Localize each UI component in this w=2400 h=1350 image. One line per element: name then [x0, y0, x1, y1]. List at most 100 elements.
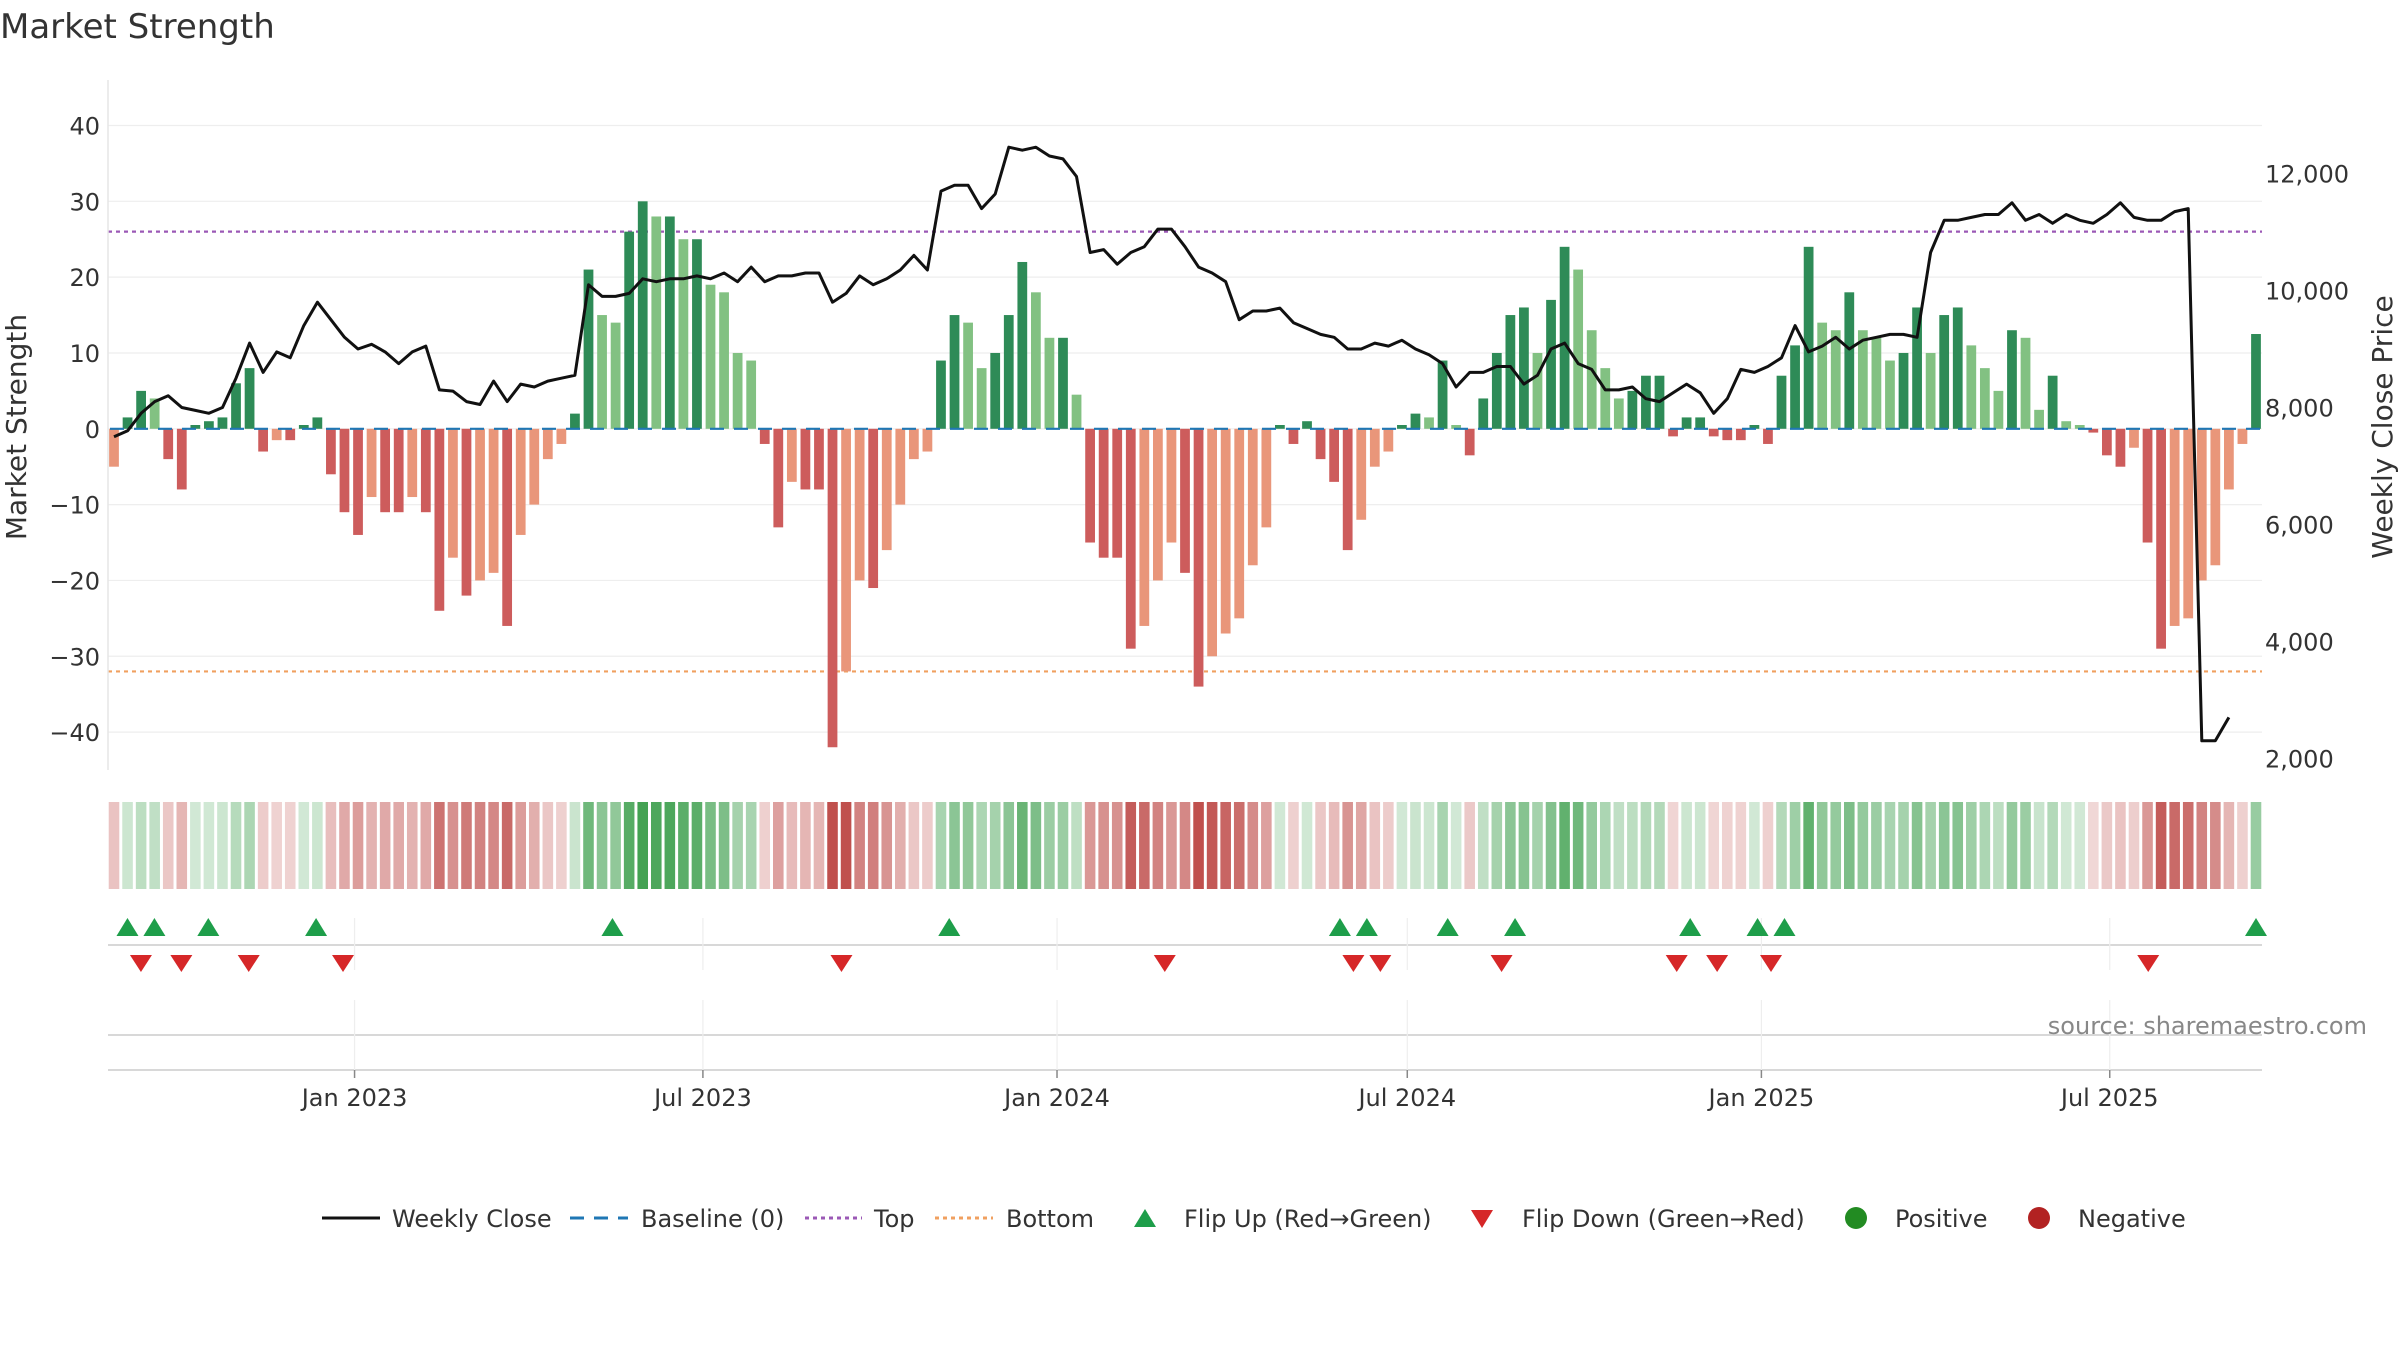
strength-bar: [1329, 428, 1340, 482]
heat-cell: [2074, 802, 2086, 889]
legend-weekly-close: Weekly Close: [392, 1205, 552, 1233]
heat-cell: [352, 802, 364, 889]
heat-cell: [908, 802, 920, 889]
heat-cell: [528, 802, 540, 889]
strength-bar: [176, 428, 187, 490]
heat-cell: [827, 802, 838, 889]
strength-bar: [814, 428, 824, 490]
strength-bar: [1410, 413, 1421, 429]
strength-bar: [244, 368, 255, 429]
heat-cell: [773, 802, 784, 889]
heat-cell: [623, 802, 635, 889]
heat-cell: [1762, 802, 1774, 889]
heat-cell: [1599, 802, 1611, 889]
heat-cell: [1003, 802, 1015, 889]
flip-up-marker: [197, 918, 220, 936]
strength-bar: [136, 390, 146, 429]
strength-bar: [664, 216, 675, 429]
strength-bar: [1207, 428, 1217, 657]
flip-up-marker: [305, 918, 328, 936]
strength-bar: [190, 425, 201, 429]
heat-cell: [962, 802, 974, 889]
heat-cell: [1884, 802, 1896, 889]
heat-cell: [1640, 802, 1652, 889]
heat-cell: [2006, 802, 2018, 889]
strength-bar: [1600, 368, 1611, 429]
heat-cell: [813, 802, 825, 889]
heat-cell: [1193, 802, 1204, 889]
date-axis: Jan 2023 Jul 2023 Jan 2024 Jul 2024 Jan 2025…: [108, 1000, 2262, 1112]
strength-bar: [1573, 269, 1584, 429]
heat-cell: [542, 802, 554, 889]
strength-bar: [1098, 428, 1109, 558]
strength-bar: [312, 417, 323, 429]
heat-cell: [2223, 802, 2235, 889]
strength-bar: [597, 315, 607, 429]
heat-cell: [1518, 802, 1530, 889]
strength-bar: [2237, 428, 2248, 444]
heat-cell: [1871, 802, 1882, 889]
strength-bar: [692, 239, 702, 429]
heat-cell: [1816, 802, 1828, 889]
heat-cell: [1491, 802, 1503, 889]
strength-bar: [271, 428, 282, 441]
strength-bar: [149, 398, 160, 429]
strength-bar: [1166, 428, 1177, 543]
flip-down-marker: [332, 955, 355, 972]
heat-cell: [2155, 802, 2167, 889]
heat-cell: [854, 802, 865, 889]
strength-heat-strip: [108, 802, 2262, 889]
strength-bar: [285, 428, 296, 441]
flip-up-marker: [1436, 918, 1459, 936]
heat-cell: [1179, 802, 1191, 889]
heat-cell: [1288, 802, 1299, 889]
heat-cell: [1355, 802, 1367, 889]
strength-bar: [2196, 428, 2207, 581]
heat-cell: [203, 802, 215, 889]
heat-cell: [1410, 802, 1421, 889]
strength-bar: [204, 421, 214, 429]
strength-bar: [1220, 428, 1231, 634]
flip-up-marker: [143, 918, 166, 936]
strength-bar: [1735, 428, 1746, 441]
strength-bar: [1885, 360, 1895, 429]
heat-cell: [1952, 802, 1964, 889]
x-tick-label: Jul 2025: [2059, 1084, 2159, 1112]
heat-cell: [556, 802, 567, 889]
strength-bar: [1369, 428, 1380, 467]
flip-down-marker: [1153, 955, 1176, 972]
heat-cell: [1098, 802, 1109, 889]
flip-up-marker: [938, 918, 961, 936]
heat-cell: [420, 802, 432, 889]
strength-bar: [773, 428, 784, 528]
legend-negative: Negative: [2078, 1205, 2186, 1233]
flip-signal-panel: [108, 918, 2267, 972]
strength-bar: [1424, 417, 1434, 429]
flip-up-marker: [1355, 918, 1378, 936]
strength-bar: [1261, 428, 1272, 528]
heat-cell: [1166, 802, 1177, 889]
heat-cell: [637, 802, 649, 889]
heat-cell: [1111, 802, 1123, 889]
strength-bar: [2101, 428, 2112, 456]
flip-down-marker: [2137, 955, 2160, 972]
heat-cell: [1437, 802, 1448, 889]
strength-bar: [2047, 375, 2058, 429]
heat-cell: [149, 802, 160, 889]
strength-bar: [1627, 390, 1638, 429]
strength-bar: [963, 322, 973, 429]
heat-cell: [2169, 802, 2180, 889]
strength-bar: [624, 231, 635, 429]
legend-baseline: Baseline (0): [641, 1205, 784, 1233]
heat-cell: [1477, 802, 1489, 889]
heat-cell: [922, 802, 933, 889]
heat-cell: [867, 802, 879, 889]
flip-up-marker: [2245, 918, 2267, 936]
strength-bar: [1397, 425, 1407, 429]
heat-cell: [1532, 802, 1543, 889]
strength-bar: [1125, 428, 1136, 649]
strength-bar: [1695, 417, 1706, 429]
strength-bar: [407, 428, 418, 498]
strength-bar: [393, 428, 404, 513]
flip-up-marker: [116, 918, 139, 936]
